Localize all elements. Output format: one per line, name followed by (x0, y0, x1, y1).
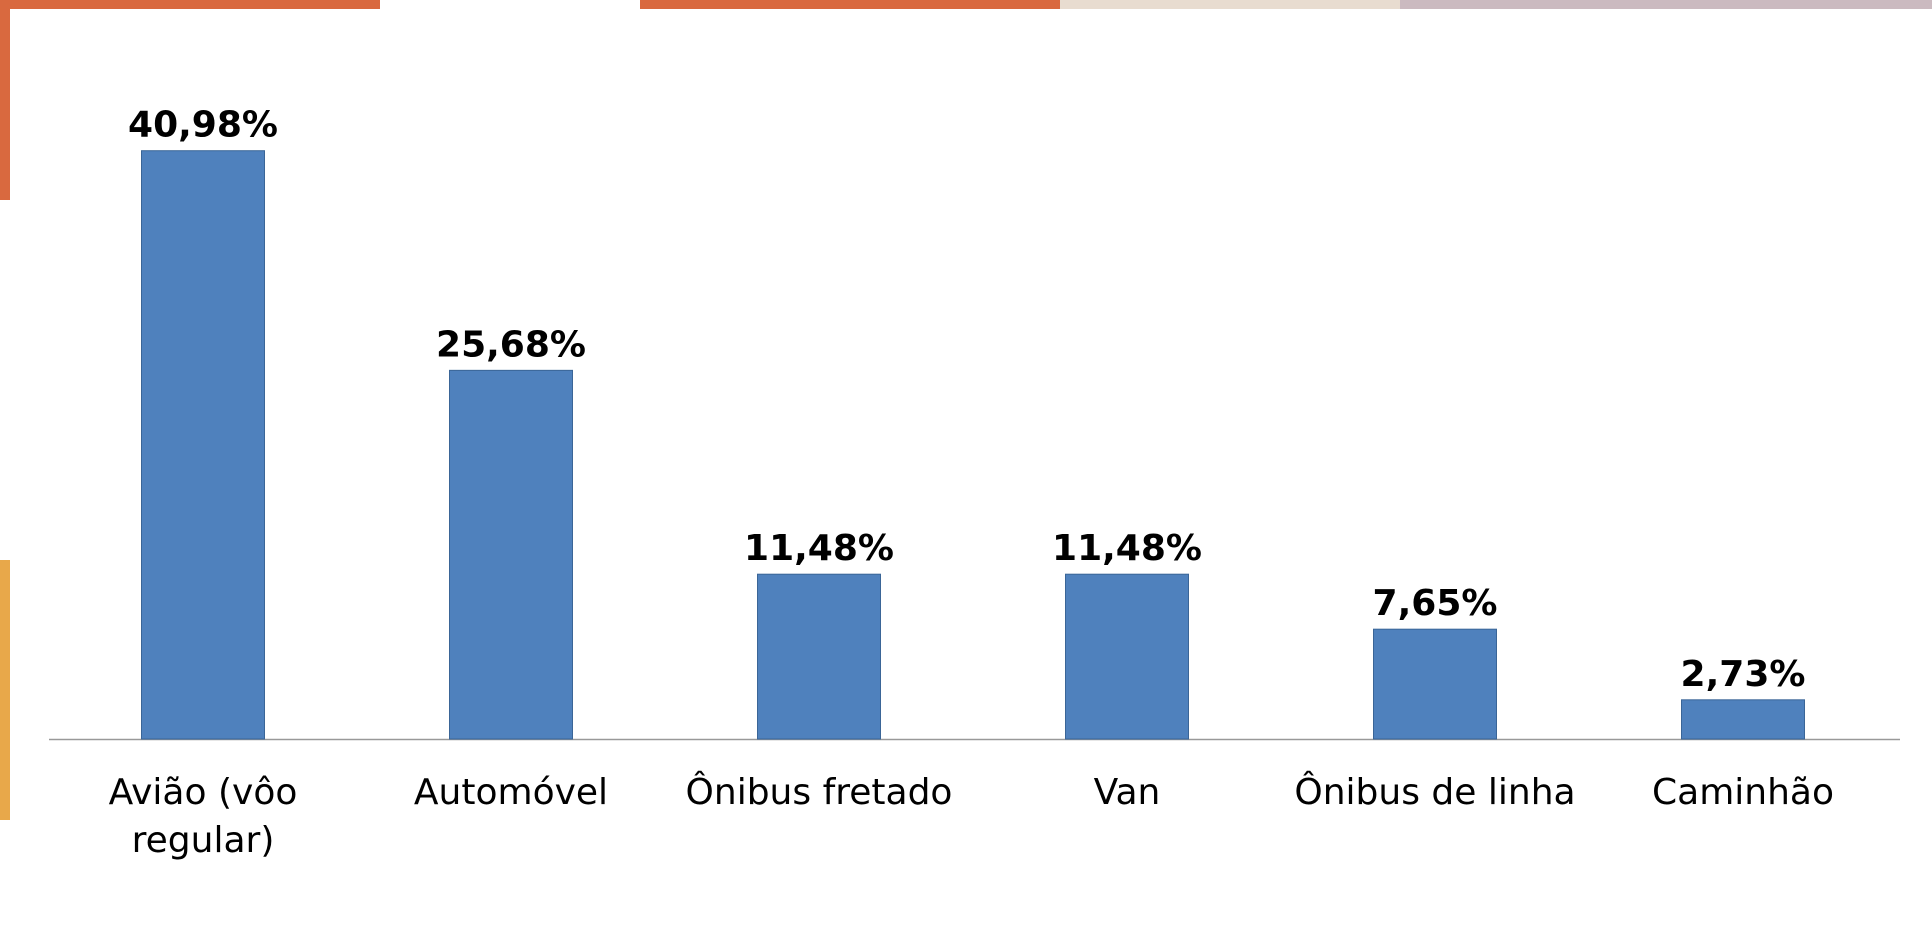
data-label: 2,73% (1681, 654, 1806, 695)
x-tick-label: Ônibus de linha (1294, 772, 1576, 813)
data-label: 11,48% (1052, 528, 1202, 569)
decor (640, 0, 1060, 9)
data-label: 40,98% (128, 105, 278, 146)
bar (141, 150, 265, 740)
bar (1373, 628, 1497, 740)
decor (0, 0, 380, 9)
decor (1400, 0, 1932, 9)
data-label: 7,65% (1373, 583, 1498, 624)
data-label: 11,48% (744, 528, 894, 569)
x-tick-label: Avião (vôo regular) (108, 772, 298, 861)
bar (1681, 699, 1805, 740)
x-tick-label: Van (1093, 772, 1161, 813)
bar (757, 573, 881, 740)
x-tick-label: Automóvel (413, 772, 609, 813)
decor (0, 560, 10, 820)
x-tick-label: Ônibus fretado (685, 772, 953, 813)
bar (449, 369, 573, 740)
x-tick-label: Caminhão (1652, 772, 1834, 813)
decor (0, 0, 10, 200)
data-label: 25,68% (436, 324, 586, 365)
bar (1065, 573, 1189, 740)
